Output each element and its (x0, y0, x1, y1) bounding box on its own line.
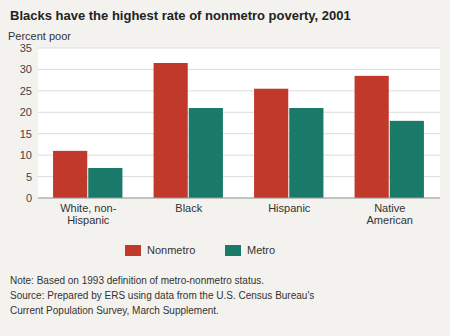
grid-line (38, 69, 440, 70)
grid-line (38, 48, 440, 49)
y-tick-label: 20 (20, 106, 32, 118)
bar (355, 76, 389, 198)
title: Blacks have the highest rate of nonmetro… (10, 8, 351, 23)
bar (88, 168, 122, 198)
x-axis-line (38, 198, 440, 199)
bars (53, 63, 424, 198)
x-tick-label-line: Native (374, 202, 405, 214)
bar (390, 121, 424, 198)
y-tick-label: 5 (26, 171, 32, 183)
x-tick-label: NativeAmerican (367, 202, 413, 226)
note: Current Population Survey, March Supplem… (10, 305, 219, 316)
legend: Nonmetro Metro (125, 244, 275, 256)
y-tick-label: 15 (20, 128, 32, 140)
grid-line (38, 198, 440, 199)
y-axis-label: Percent poor (8, 30, 71, 42)
x-tick-label: Hispanic (268, 202, 311, 214)
legend-label: Nonmetro (147, 244, 195, 256)
x-tick-label: Black (175, 202, 202, 214)
legend-swatch (225, 245, 241, 256)
legend-label: Metro (247, 244, 275, 256)
y-tick-label: 30 (20, 63, 32, 75)
y-tick-label: 35 (20, 42, 32, 54)
x-tick-label-line: American (367, 214, 413, 226)
bar (254, 89, 288, 198)
note: Note: Based on 1993 definition of metro-… (10, 275, 264, 286)
x-tick-label: White, non-Hispanic (60, 202, 117, 226)
note: Source: Prepared by ERS using data from … (10, 290, 314, 301)
bar (154, 63, 188, 198)
legend-swatch (125, 245, 141, 256)
y-tick-label: 10 (20, 149, 32, 161)
x-tick-label-line: White, non- (60, 202, 117, 214)
x-tick-label-line: Black (175, 202, 202, 214)
x-tick-label-line: Hispanic (67, 214, 110, 226)
bar (53, 151, 87, 198)
plot-area (38, 48, 440, 198)
y-tick-label: 0 (26, 192, 32, 204)
y-tick-label: 25 (20, 85, 32, 97)
background (0, 0, 450, 336)
x-tick-label-line: Hispanic (268, 202, 311, 214)
bar (289, 108, 323, 198)
bar (189, 108, 223, 198)
chart: Blacks have the highest rate of nonmetro… (0, 0, 450, 336)
